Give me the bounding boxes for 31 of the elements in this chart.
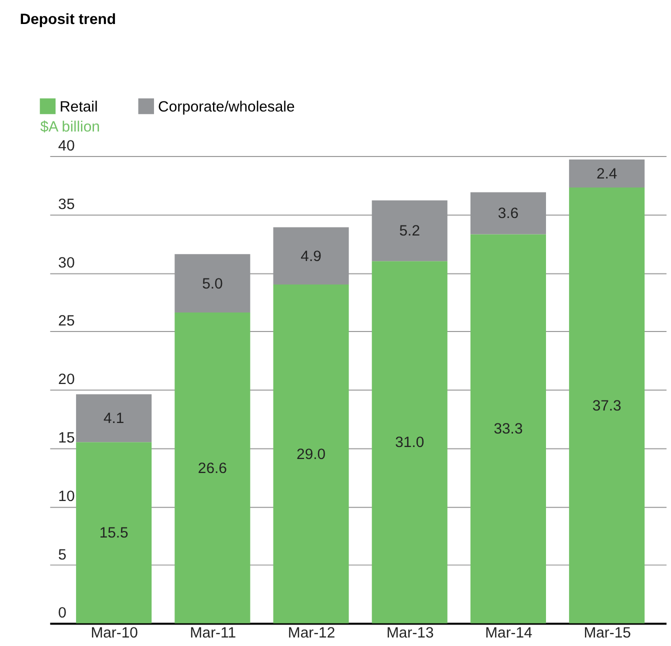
data-label: 3.6 (498, 206, 519, 222)
x-tick-label: Mar-11 (190, 626, 236, 642)
x-tick-label: Mar-13 (386, 626, 434, 642)
legend-label: Corporate/wholesale (158, 99, 295, 116)
y-tick-label: 0 (58, 606, 66, 622)
legend-label: Retail (60, 99, 98, 116)
data-label: 33.3 (494, 422, 523, 438)
x-tick-label: Mar-12 (288, 626, 336, 642)
data-label: 4.1 (103, 411, 124, 428)
y-tick-label: 35 (58, 196, 75, 213)
y-tick-label: 5 (58, 547, 66, 564)
x-tick-label: Mar-14 (485, 626, 532, 642)
y-tick-label: 25 (58, 314, 75, 330)
y-axis-title: $A billion (40, 120, 100, 136)
y-tick-label: 40 (58, 138, 75, 155)
x-tick-label: Mar-15 (584, 626, 631, 642)
data-label: 15.5 (99, 526, 128, 542)
data-label: 2.4 (596, 166, 618, 182)
x-tick-label: Mar-10 (90, 626, 138, 642)
data-label: 37.3 (592, 398, 622, 414)
y-tick-label: 30 (58, 255, 75, 272)
data-label: 4.9 (300, 248, 322, 265)
data-label: 26.6 (198, 460, 227, 477)
data-label: 31.0 (395, 435, 424, 452)
data-label: 29.0 (296, 446, 326, 463)
data-label: 5.0 (202, 276, 223, 292)
data-label: 5.2 (399, 224, 420, 240)
y-tick-label: 15 (58, 430, 75, 447)
y-tick-label: 10 (58, 488, 75, 505)
y-tick-label: 20 (58, 372, 75, 388)
chart-title: Deposit trend (20, 12, 116, 28)
